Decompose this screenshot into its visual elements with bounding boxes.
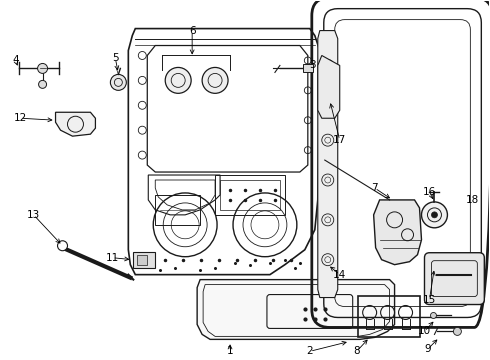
Bar [137, 255, 147, 265]
Text: 13: 13 [27, 210, 40, 220]
Polygon shape [197, 280, 394, 339]
Circle shape [432, 212, 438, 218]
Bar [358, 296, 419, 337]
Polygon shape [55, 112, 96, 136]
Bar [303, 64, 313, 72]
Text: 12: 12 [14, 113, 27, 123]
Circle shape [202, 67, 228, 93]
FancyBboxPatch shape [424, 253, 484, 305]
Circle shape [165, 67, 191, 93]
Text: 9: 9 [424, 345, 431, 354]
Circle shape [421, 202, 447, 228]
Polygon shape [318, 31, 338, 298]
Text: 6: 6 [189, 26, 196, 36]
Bar [220, 180, 280, 210]
Text: 3: 3 [310, 60, 316, 71]
Text: 2: 2 [307, 346, 313, 356]
Text: 1: 1 [227, 346, 233, 356]
Text: 17: 17 [333, 135, 346, 145]
Text: 5: 5 [112, 54, 119, 63]
Bar [215, 175, 285, 215]
Circle shape [38, 63, 48, 73]
Text: 14: 14 [333, 270, 346, 280]
Text: 8: 8 [353, 346, 360, 356]
Polygon shape [374, 200, 421, 265]
Text: 18: 18 [466, 195, 479, 205]
Bar [155, 195, 200, 225]
Circle shape [57, 241, 68, 251]
Text: 15: 15 [423, 294, 436, 305]
Text: 16: 16 [423, 187, 436, 197]
Text: 10: 10 [418, 327, 431, 336]
Circle shape [453, 328, 462, 336]
Circle shape [431, 312, 437, 319]
Circle shape [39, 80, 47, 88]
Bar [133, 252, 155, 268]
Text: 7: 7 [371, 183, 378, 193]
Circle shape [110, 75, 126, 90]
Text: 11: 11 [106, 253, 119, 263]
Polygon shape [318, 55, 340, 118]
Text: 4: 4 [12, 55, 19, 66]
